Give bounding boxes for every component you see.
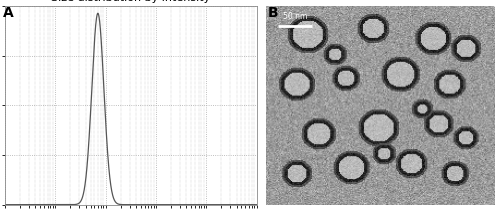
Text: 50 nm: 50 nm — [282, 12, 307, 21]
Text: B: B — [268, 6, 278, 20]
Text: A: A — [2, 6, 13, 20]
Title: Size distribution by intensity: Size distribution by intensity — [51, 0, 210, 3]
